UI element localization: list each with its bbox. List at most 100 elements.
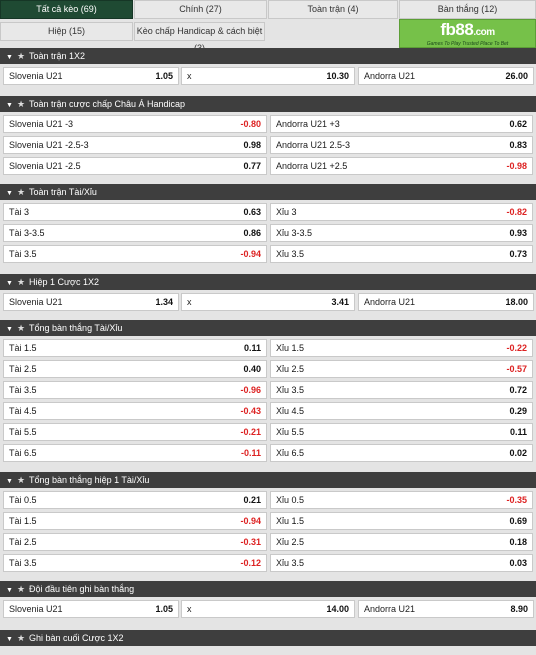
odds-cell[interactable]: Tài 3 0.63 — [3, 203, 267, 221]
odds-cell[interactable]: Slovenia U21 -2.5 0.77 — [3, 157, 267, 175]
odds-value: 0.62 — [509, 119, 527, 129]
odds-value: 0.63 — [243, 207, 261, 217]
section-header[interactable]: ▼ ★ Đội đầu tiên ghi bàn thắng — [0, 581, 536, 597]
favorite-star-icon[interactable]: ★ — [16, 584, 26, 594]
tab-goals[interactable]: Bàn thắng (12) — [399, 0, 536, 19]
odds-value: -0.80 — [240, 119, 261, 129]
odds-cell[interactable]: Xỉu 2.5 -0.57 — [270, 360, 533, 378]
section-header[interactable]: ▼ ★ Toàn trận 1X2 — [0, 48, 536, 64]
selection-name: Tài 2.5 — [9, 364, 37, 374]
odds-cell[interactable]: Tài 2.5 0.40 — [3, 360, 267, 378]
odds-cell[interactable]: x 14.00 — [181, 600, 355, 618]
odds-cell[interactable]: Xỉu 4.5 0.29 — [270, 402, 533, 420]
odds-row: Tài 3-3.5 0.86 Xỉu 3-3.5 0.93 — [0, 224, 536, 242]
section-header[interactable]: ▼ ★ Ghi bàn cuối Cược 1X2 — [0, 630, 536, 646]
odds-cell[interactable]: Slovenia U21 1.05 — [3, 67, 179, 85]
odds-cell[interactable]: Slovenia U21 1.05 — [3, 600, 179, 618]
odds-cell[interactable]: Tài 2.5 -0.31 — [3, 533, 267, 551]
odds-cell[interactable]: Tài 4.5 -0.43 — [3, 402, 267, 420]
odds-cell[interactable]: Slovenia U21 1.34 — [3, 293, 179, 311]
odds-value: 0.98 — [243, 140, 261, 150]
odds-cell[interactable]: Xỉu 0.5 -0.35 — [270, 491, 533, 509]
selection-name: Tài 3.5 — [9, 558, 37, 568]
favorite-star-icon[interactable]: ★ — [16, 187, 26, 197]
odds-cell[interactable]: x 10.30 — [181, 67, 355, 85]
selection-name: Andorra U21 — [364, 71, 416, 81]
odds-cell[interactable]: Xỉu 3.5 0.72 — [270, 381, 533, 399]
odds-cell[interactable]: Tài 1.5 -0.94 — [3, 512, 267, 530]
handicap-line: 0.5 — [24, 495, 37, 505]
collapse-caret-icon[interactable]: ▼ — [6, 102, 13, 109]
odds-cell[interactable]: Andorra U21 +3 0.62 — [270, 115, 533, 133]
collapse-caret-icon[interactable]: ▼ — [6, 478, 13, 485]
logo-slogan: Games To Play Trusted Place To Bet — [426, 40, 509, 47]
odds-cell[interactable]: Xỉu 1.5 -0.22 — [270, 339, 533, 357]
odds-row: Tài 2.5 -0.31 Xỉu 2.5 0.18 — [0, 533, 536, 551]
odds-cell[interactable]: Xỉu 3-3.5 0.93 — [270, 224, 533, 242]
odds-value: -0.43 — [240, 406, 261, 416]
odds-cell[interactable]: Tài 6.5 -0.11 — [3, 444, 267, 462]
favorite-star-icon[interactable]: ★ — [16, 99, 26, 109]
odds-cell[interactable]: Tài 3.5 -0.12 — [3, 554, 267, 572]
collapse-caret-icon[interactable]: ▼ — [6, 280, 13, 287]
selection-name: Xỉu 0.5 — [276, 495, 305, 505]
odds-value: 26.00 — [505, 71, 528, 81]
collapse-caret-icon[interactable]: ▼ — [6, 636, 13, 643]
odds-cell[interactable]: Slovenia U21 -3 -0.80 — [3, 115, 267, 133]
tab-main[interactable]: Chính (27) — [134, 0, 267, 19]
collapse-caret-icon[interactable]: ▼ — [6, 587, 13, 594]
odds-cell[interactable]: Slovenia U21 -2.5-3 0.98 — [3, 136, 267, 154]
odds-cell[interactable]: Xỉu 3.5 0.73 — [270, 245, 533, 263]
collapse-caret-icon[interactable]: ▼ — [6, 326, 13, 333]
odds-cell[interactable]: Tài 1.5 0.11 — [3, 339, 267, 357]
odds-value: 3.41 — [331, 297, 349, 307]
odds-row: Tài 4.5 -0.43 Xỉu 4.5 0.29 — [0, 402, 536, 420]
odds-cell[interactable]: Andorra U21 8.90 — [358, 600, 534, 618]
odds-cell[interactable]: Tài 0.5 0.21 — [3, 491, 267, 509]
favorite-star-icon[interactable]: ★ — [16, 51, 26, 61]
odds-cell[interactable]: Xỉu 5.5 0.11 — [270, 423, 533, 441]
handicap-line: 3.5 — [24, 385, 37, 395]
odds-cell[interactable]: Tài 3.5 -0.96 — [3, 381, 267, 399]
odds-cell[interactable]: Andorra U21 +2.5 -0.98 — [270, 157, 533, 175]
odds-row: Tài 6.5 -0.11 Xỉu 6.5 0.02 — [0, 444, 536, 462]
selection-name: Andorra U21 — [364, 604, 416, 614]
tab-full-match[interactable]: Toàn trận (4) — [268, 0, 398, 19]
odds-cell[interactable]: Andorra U21 2.5-3 0.83 — [270, 136, 533, 154]
selection-name: Xỉu 5.5 — [276, 427, 305, 437]
favorite-star-icon[interactable]: ★ — [16, 277, 26, 287]
collapse-caret-icon[interactable]: ▼ — [6, 54, 13, 61]
favorite-star-icon[interactable]: ★ — [16, 633, 26, 643]
odds-cell[interactable]: Xỉu 3.5 0.03 — [270, 554, 533, 572]
odds-cell[interactable]: Xỉu 3 -0.82 — [270, 203, 533, 221]
section-header[interactable]: ▼ ★ Toàn trận Tài/Xỉu — [0, 184, 536, 200]
section-header[interactable]: ▼ ★ Tổng bàn thắng hiệp 1 Tài/Xỉu — [0, 472, 536, 488]
favorite-star-icon[interactable]: ★ — [16, 323, 26, 333]
tab-all-markets[interactable]: Tất cả kèo (69) — [0, 0, 133, 19]
favorite-star-icon[interactable]: ★ — [16, 475, 26, 485]
odds-cell[interactable]: Tài 3.5 -0.94 — [3, 245, 267, 263]
odds-cell[interactable]: Xỉu 1.5 0.69 — [270, 512, 533, 530]
section-header[interactable]: ▼ ★ Tổng bàn thắng Tài/Xỉu — [0, 320, 536, 336]
odds-cell[interactable]: Xỉu 2.5 0.18 — [270, 533, 533, 551]
tab-half[interactable]: Hiệp (15) — [0, 22, 133, 41]
selection-name: Tài 1.5 — [9, 516, 37, 526]
odds-cell[interactable]: Andorra U21 26.00 — [358, 67, 534, 85]
odds-cell[interactable]: Andorra U21 18.00 — [358, 293, 534, 311]
handicap-line: 5.5 — [24, 427, 37, 437]
odds-cell[interactable]: x 3.41 — [181, 293, 355, 311]
handicap-line: 3 — [24, 207, 30, 217]
collapse-caret-icon[interactable]: ▼ — [6, 190, 13, 197]
odds-cell[interactable]: Xỉu 6.5 0.02 — [270, 444, 533, 462]
odds-row: Tài 0.5 0.21 Xỉu 0.5 -0.35 — [0, 491, 536, 509]
odds-cell[interactable]: Tài 5.5 -0.21 — [3, 423, 267, 441]
section-header[interactable]: ▼ ★ Hiệp 1 Cược 1X2 — [0, 274, 536, 290]
odds-cell[interactable]: Tài 3-3.5 0.86 — [3, 224, 267, 242]
section-header[interactable]: ▼ ★ Toàn trận cược chấp Châu Á Handicap — [0, 96, 536, 112]
odds-value: 18.00 — [505, 297, 528, 307]
tab-handicap[interactable]: Kèo chấp Handicap & cách biệt (3) — [134, 22, 265, 53]
selection-name: Andorra U21 2.5-3 — [276, 140, 351, 150]
odds-value: -0.11 — [240, 448, 261, 458]
fb88-logo[interactable]: fb88.com Games To Play Trusted Place To … — [399, 19, 536, 48]
selection-name: Slovenia U21 -2.5-3 — [9, 140, 89, 150]
